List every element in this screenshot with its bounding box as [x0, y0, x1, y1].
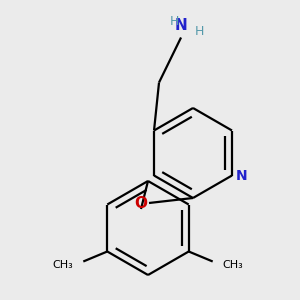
Text: CH₃: CH₃ — [223, 260, 244, 271]
Text: H: H — [195, 25, 204, 38]
Text: N: N — [236, 169, 248, 182]
Text: O: O — [134, 196, 148, 211]
Text: CH₃: CH₃ — [52, 260, 73, 271]
Text: N: N — [175, 19, 188, 34]
Text: H: H — [170, 15, 179, 28]
